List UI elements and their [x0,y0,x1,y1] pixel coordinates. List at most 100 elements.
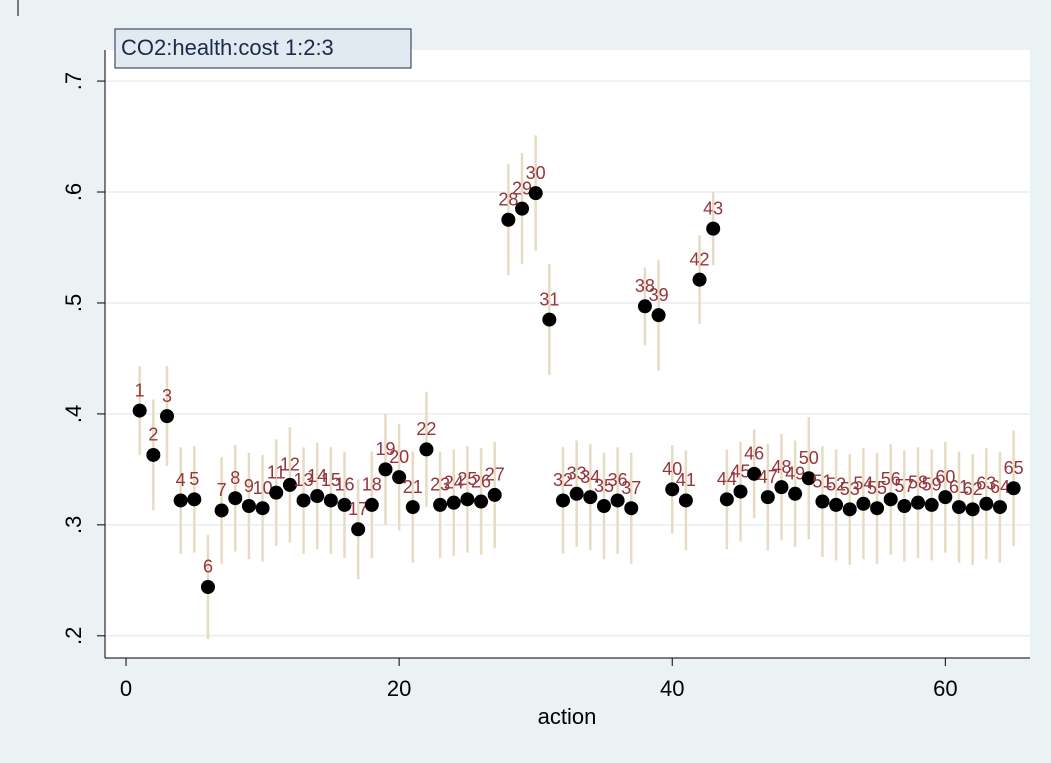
point [433,497,448,512]
point-label: 12 [280,455,300,475]
point [214,503,229,518]
x-axis-label: action [538,704,597,729]
point-label: 40 [662,459,682,479]
point-label: 34 [580,467,600,487]
point [733,484,748,499]
point [1006,481,1021,496]
point-label: 65 [1004,458,1024,478]
point [951,500,966,515]
point [419,442,434,457]
point-label: 19 [375,439,395,459]
point [979,496,994,511]
point [296,493,311,508]
point-label: 59 [922,475,942,495]
point [460,492,475,507]
point-label: 41 [676,470,696,490]
point [897,499,912,513]
point [542,312,557,327]
plot-area [105,50,1030,658]
point [528,186,543,201]
point [596,499,611,513]
point-label: 2 [148,425,158,445]
point-label: 54 [853,474,873,494]
chart-title: CO2:health:cost 1:2:3 [121,35,334,60]
point [992,500,1007,515]
point-label: 4 [176,470,186,490]
point-label: 10 [253,478,273,498]
point-label: 1 [135,380,145,400]
point [719,492,734,507]
point-label: 21 [403,477,423,497]
point-label: 38 [635,276,655,296]
point-label: 36 [608,470,628,490]
point-label: 62 [963,479,983,499]
point [774,480,789,495]
point-label: 20 [389,447,409,467]
point-label: 27 [485,465,505,485]
point [228,491,243,506]
point [842,502,857,517]
point [692,272,707,287]
x-tick-label: 60 [933,676,957,701]
point [269,485,284,500]
point-label: 44 [717,469,737,489]
point [474,494,489,509]
point-label: 31 [539,289,559,309]
point [924,497,939,512]
point-label: 8 [230,468,240,488]
point-label: 30 [526,163,546,183]
point-label: 3 [162,386,172,406]
point [173,493,188,508]
point [883,492,898,507]
point [555,493,570,508]
point [378,462,393,477]
point-label: 45 [730,461,750,481]
point-label: 60 [935,467,955,487]
point [310,489,325,504]
x-tick-label: 20 [387,676,411,701]
point [637,299,652,314]
point-label: 51 [812,471,832,491]
point-label: 6 [203,557,213,577]
point [337,497,352,512]
point [487,487,502,502]
point [200,579,215,594]
point [678,493,693,508]
point [760,490,775,505]
y-tick-label: .2 [61,627,86,645]
point-label: 26 [471,471,491,491]
point-label: 25 [457,469,477,489]
point [815,494,830,509]
point-label: 29 [512,178,532,198]
y-tick-label: .7 [61,72,86,90]
point-label: 32 [553,470,573,490]
title-box [114,28,412,69]
x-tick-label: 0 [120,676,132,701]
point [323,493,338,508]
point [515,201,530,216]
point [624,501,639,516]
point [965,502,980,517]
point-label: 5 [189,469,199,489]
point-label: 56 [881,469,901,489]
point-label: 13 [294,470,314,490]
point-label: 7 [217,480,227,500]
y-tick-label: .6 [61,183,86,201]
point [146,447,161,462]
point-label: 24 [444,472,464,492]
point-label: 23 [430,475,450,495]
point [706,221,721,236]
point-label: 18 [362,475,382,495]
point-label: 57 [894,476,914,496]
point [282,477,297,492]
point [159,409,174,424]
point-label: 11 [267,462,286,482]
point [747,466,762,481]
point-label: 33 [567,464,587,484]
point-label: 28 [498,190,518,210]
point [405,500,420,515]
x-tick-label: 40 [660,676,684,701]
point-label: 46 [744,444,764,464]
point-label: 22 [416,419,436,439]
